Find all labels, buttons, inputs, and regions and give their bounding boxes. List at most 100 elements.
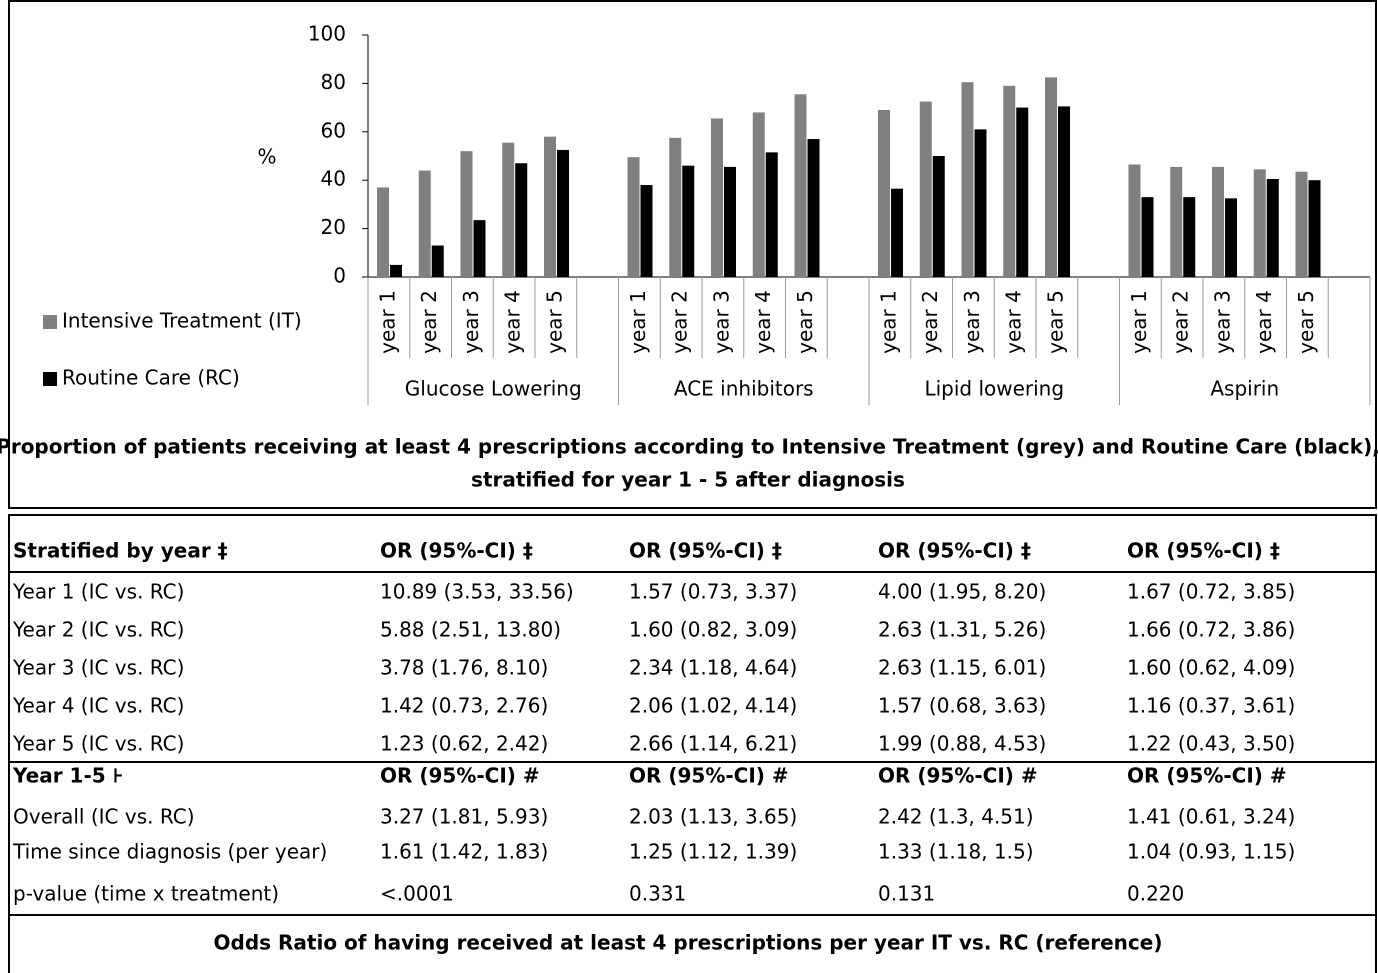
group-label: Glucose Lowering: [405, 377, 582, 401]
bar: [794, 94, 807, 277]
bar: [1183, 197, 1196, 277]
bar: [515, 163, 528, 277]
group-label: ACE inhibitors: [674, 377, 814, 401]
table-cell: <.0001: [380, 882, 454, 906]
bar: [1308, 180, 1321, 277]
bar: [1003, 85, 1016, 277]
x-tick-label: year 5: [793, 290, 817, 354]
table-cell: 1.25 (1.12, 1.39): [629, 840, 797, 864]
table-caption: Odds Ratio of having received at least 4…: [214, 931, 1163, 955]
table-cell: 10.89 (3.53, 33.56): [380, 580, 574, 604]
x-tick-label: year 2: [1169, 290, 1193, 354]
bar: [932, 156, 945, 277]
table-cell: Year 4 (IC vs. RC): [12, 694, 184, 718]
y-tick-label: 0: [333, 264, 346, 288]
x-tick-label: year 1: [1127, 290, 1151, 354]
table-cell: Year 5 (IC vs. RC): [12, 732, 184, 756]
table-cell: 0.220: [1127, 882, 1184, 906]
table-cell: 2.42 (1.3, 4.51): [878, 805, 1034, 829]
x-tick-label: year 3: [1210, 290, 1234, 354]
table-cell: Year 3 (IC vs. RC): [12, 656, 184, 680]
table-cell: 1.61 (1.42, 1.83): [380, 840, 548, 864]
bar: [682, 165, 695, 277]
table-cell: 2.03 (1.13, 3.65): [629, 805, 797, 829]
x-tick-label: year 5: [1294, 290, 1318, 354]
bar: [1266, 178, 1279, 277]
x-tick-label: year 1: [375, 290, 399, 354]
bar: [878, 110, 890, 278]
x-tick-label: year 3: [960, 290, 984, 354]
bar: [460, 151, 473, 277]
table-cell: 1.60 (0.62, 4.09): [1127, 656, 1295, 680]
x-tick-label: year 4: [1252, 290, 1276, 354]
bar: [1225, 198, 1237, 277]
table-cell: 2.66 (1.14, 6.21): [629, 732, 797, 756]
y-tick-label: 100: [308, 22, 346, 46]
x-tick-label: year 3: [709, 290, 733, 354]
table-cell: 0.331: [629, 882, 686, 906]
x-tick-label: year 2: [417, 290, 441, 354]
table-header: OR (95%-CI) #: [380, 764, 540, 788]
x-tick-label: year 4: [1002, 290, 1026, 354]
x-tick-label: year 5: [542, 290, 566, 354]
bar: [627, 157, 640, 277]
bar: [1295, 171, 1308, 277]
bar: [377, 187, 389, 277]
bar: [961, 82, 974, 277]
table-frame: [8, 514, 1377, 973]
table-cell: 0.131: [878, 882, 935, 906]
table-cell: 1.67 (0.72, 3.85): [1127, 580, 1295, 604]
bar: [919, 101, 932, 277]
table-cell: 2.63 (1.31, 5.26): [878, 618, 1046, 642]
bar: [1016, 107, 1029, 277]
bar: [724, 166, 736, 277]
bar: [640, 185, 653, 277]
bar: [418, 170, 431, 277]
table-cell: Overall (IC vs. RC): [13, 805, 195, 829]
table-cell: Year 2 (IC vs. RC): [12, 618, 184, 642]
bar: [1058, 106, 1070, 277]
table-cell: 5.88 (2.51, 13.80): [380, 618, 561, 642]
bar: [1045, 77, 1057, 277]
y-axis-label: %: [257, 145, 276, 169]
table-cell: Year 1 (IC vs. RC): [12, 580, 184, 604]
x-tick-label: year 4: [501, 290, 525, 354]
table-cell: 1.57 (0.68, 3.63): [878, 694, 1046, 718]
bar: [974, 129, 987, 277]
y-tick-label: 60: [321, 118, 346, 142]
x-tick-label: year 2: [918, 290, 942, 354]
chart-caption: Proportion of patients receiving at leas…: [0, 435, 1378, 459]
table-cell: 1.23 (0.62, 2.42): [380, 732, 548, 756]
table-cell: 3.27 (1.81, 5.93): [380, 805, 548, 829]
bar: [431, 245, 444, 277]
table-cell: 1.42 (0.73, 2.76): [380, 694, 548, 718]
bar: [390, 264, 402, 277]
legend-swatch: [43, 315, 57, 329]
table-header: Stratified by year ‡: [13, 539, 228, 563]
bar: [891, 188, 903, 277]
table-header: OR (95%-CI) #: [1127, 764, 1287, 788]
table-cell: 2.06 (1.02, 4.14): [629, 694, 797, 718]
group-label: Lipid lowering: [924, 377, 1064, 401]
bar: [711, 118, 723, 278]
x-tick-label: year 3: [459, 290, 483, 354]
table-cell: 2.34 (1.18, 4.64): [629, 656, 797, 680]
x-tick-label: year 4: [751, 290, 775, 354]
table-header: OR (95%-CI) #: [629, 764, 789, 788]
y-tick-label: 40: [321, 167, 346, 191]
table-cell: 1.33 (1.18, 1.5): [878, 840, 1034, 864]
table-header: OR (95%-CI) ‡: [380, 539, 533, 563]
table-cell: 1.22 (0.43, 3.50): [1127, 732, 1295, 756]
bar: [1253, 169, 1266, 277]
y-tick-label: 80: [321, 70, 346, 94]
table-cell: 1.66 (0.72, 3.86): [1127, 618, 1295, 642]
table-cell: 1.04 (0.93, 1.15): [1127, 840, 1295, 864]
table-header: OR (95%-CI) ‡: [878, 539, 1031, 563]
table-header: Year 1-5 ⊦: [12, 764, 123, 788]
bar: [669, 137, 682, 277]
x-tick-label: year 1: [626, 290, 650, 354]
table-header: OR (95%-CI) ‡: [629, 539, 782, 563]
legend-label: Routine Care (RC): [62, 366, 240, 390]
table-cell: 2.63 (1.15, 6.01): [878, 656, 1046, 680]
bar: [473, 220, 486, 277]
